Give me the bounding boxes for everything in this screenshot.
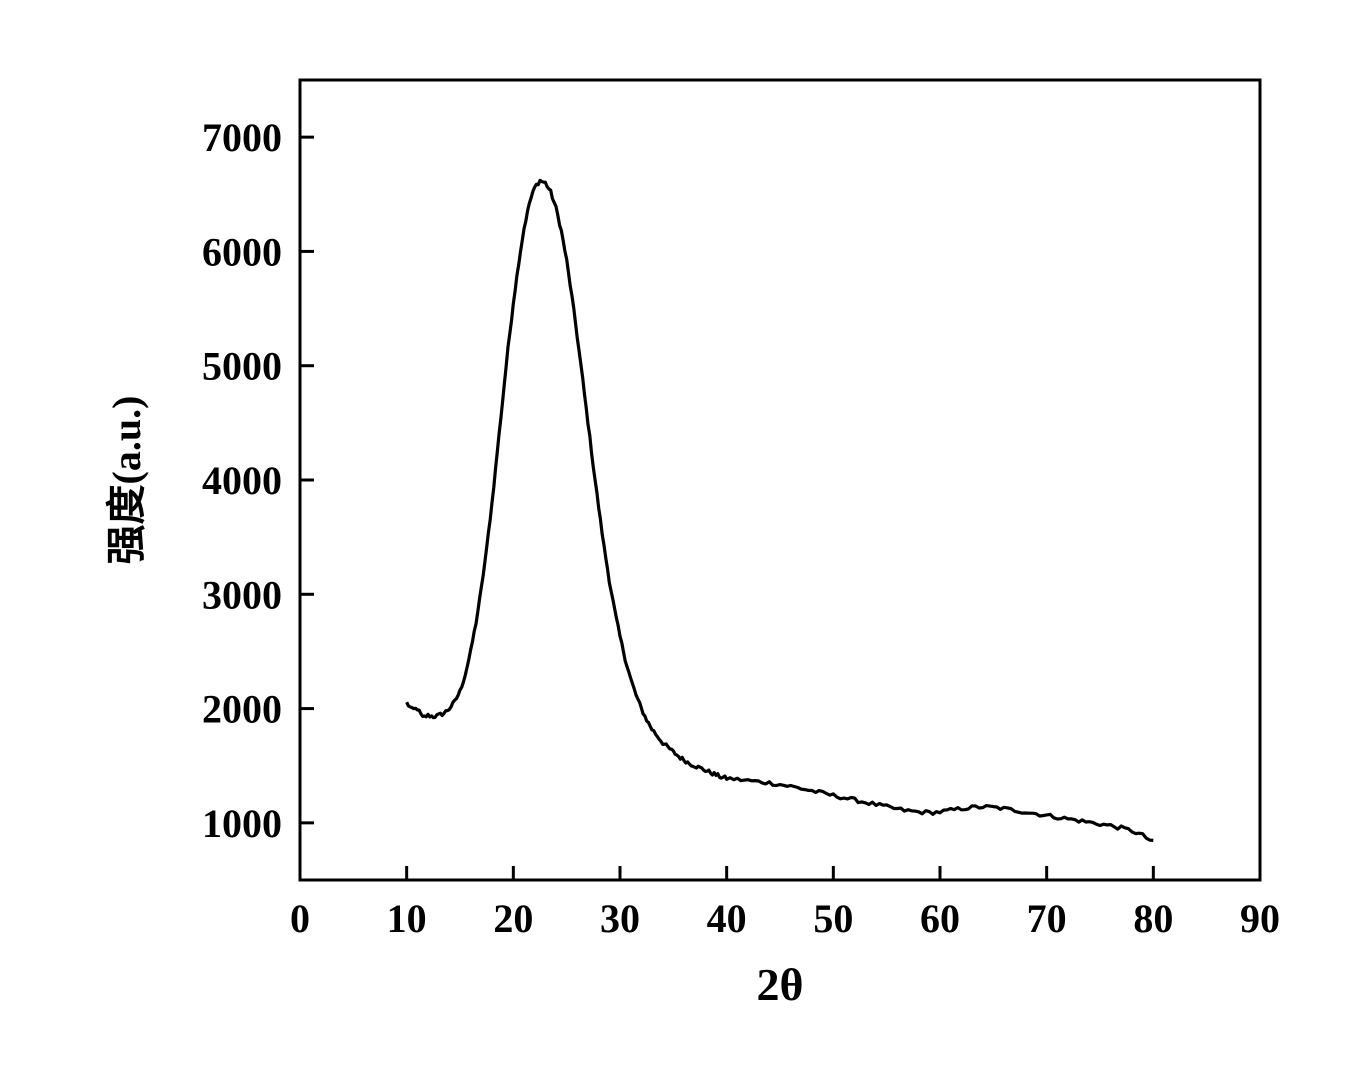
y-tick-label: 3000 (202, 572, 282, 617)
x-tick-label: 80 (1133, 896, 1173, 941)
y-tick-label: 1000 (202, 801, 282, 846)
xrd-chart: 0 10 20 30 40 50 60 70 80 90 1000 2000 3000 4000 5000 6… (60, 40, 1320, 1040)
x-tick-label: 20 (493, 896, 533, 941)
y-tick-label: 2000 (202, 687, 282, 732)
y-tick-label: 7000 (202, 115, 282, 160)
x-tick-label: 40 (707, 896, 747, 941)
x-axis-label: 2θ (756, 959, 803, 1010)
x-tick-label: 90 (1240, 896, 1280, 941)
y-tick-label: 5000 (202, 344, 282, 389)
y-tick-label: 4000 (202, 458, 282, 503)
xrd-curve (407, 180, 1154, 840)
x-tick-label: 60 (920, 896, 960, 941)
x-tick-label: 50 (813, 896, 853, 941)
x-tick-label: 0 (290, 896, 310, 941)
x-tick-label: 30 (600, 896, 640, 941)
plot-frame (300, 80, 1260, 880)
y-axis-label: 强度(a.u.) (104, 396, 149, 565)
y-tick-label: 6000 (202, 229, 282, 274)
x-tick-label: 70 (1027, 896, 1067, 941)
x-tick-label: 10 (387, 896, 427, 941)
